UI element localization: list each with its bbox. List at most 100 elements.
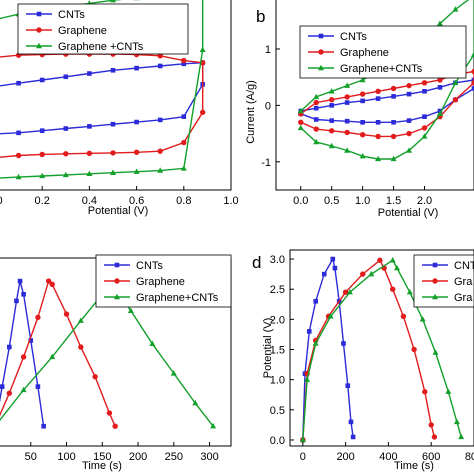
data-point-d-1 — [422, 389, 428, 395]
data-point-c-0 — [17, 278, 23, 284]
x-tick-label: 300 — [200, 451, 218, 463]
series-line-d-0 — [302, 257, 354, 441]
data-point-d-0 — [350, 434, 356, 440]
data-point-d-2 — [304, 376, 311, 382]
data-point-c-2 — [170, 370, 177, 376]
data-point-b-0 — [391, 120, 396, 125]
data-point-d-0 — [345, 383, 351, 388]
data-point-c-1 — [78, 344, 84, 350]
data-point-d-2 — [327, 313, 334, 319]
data-point-a-1 — [110, 150, 116, 156]
data-point-a-0 — [39, 77, 45, 83]
data-point-d-0 — [330, 256, 336, 262]
x-tick-label: 150 — [93, 451, 111, 463]
data-point-a-0 — [157, 117, 163, 123]
data-point-a-0 — [87, 71, 92, 76]
x-axis-label: Potential (V) — [88, 205, 149, 217]
data-point-b-1 — [390, 85, 397, 92]
data-point-b-1 — [359, 132, 366, 138]
legend-label: Graphene+CNTs — [340, 63, 423, 75]
data-point-d-0 — [306, 329, 312, 334]
legend-marker — [432, 293, 438, 300]
y-tick-label: 1.5 — [270, 345, 285, 357]
x-tick-label: 200 — [129, 451, 147, 463]
data-point-a-2 — [133, 168, 140, 174]
x-tick-label: 250 — [165, 451, 183, 463]
data-point-a-2 — [15, 173, 22, 180]
data-point-b-2 — [328, 142, 335, 149]
x-tick-label: 0.6 — [129, 195, 144, 207]
x-axis-label: Time (s) — [82, 460, 122, 472]
x-tick-label: 1.0 — [223, 195, 238, 207]
data-point-c-1 — [63, 311, 70, 317]
data-point-c-2 — [210, 423, 217, 429]
data-point-c-0 — [35, 384, 41, 389]
x-tick-label: 100 — [57, 451, 75, 463]
data-point-b-2 — [452, 6, 459, 12]
x-tick-label: 0.0 — [293, 195, 308, 207]
data-point-b-0 — [375, 96, 381, 101]
data-point-d-0 — [321, 271, 327, 277]
x-tick-label: 1.5 — [386, 195, 401, 207]
legend-d: CNT Gra Gra — [413, 254, 474, 308]
legend-label: Gra — [454, 276, 473, 288]
data-point-a-1 — [181, 57, 187, 64]
x-tick-label: 0.8 — [176, 195, 191, 207]
data-point-a-0 — [134, 65, 139, 71]
legend-marker — [114, 278, 120, 284]
data-point-c-2 — [77, 317, 84, 323]
legend-a: CNTs Graphene Graphene +CNTs — [17, 3, 189, 55]
data-point-b-2 — [421, 133, 428, 139]
data-point-d-2 — [312, 340, 319, 346]
data-point-c-0 — [7, 344, 12, 350]
plot-frame-d — [289, 249, 474, 447]
data-point-a-1 — [39, 151, 45, 158]
data-point-b-1 — [313, 99, 319, 106]
data-point-a-0 — [39, 128, 45, 133]
data-point-a-0 — [181, 114, 187, 119]
data-point-d-1 — [431, 434, 438, 440]
data-point-b-2 — [297, 107, 304, 114]
y-tick-label: 1 — [265, 44, 271, 56]
data-point-d-2 — [445, 388, 452, 394]
data-point-a-1 — [63, 151, 69, 157]
data-point-d-0 — [348, 419, 354, 425]
data-point-b-2 — [313, 93, 320, 100]
data-point-c-0 — [0, 384, 5, 389]
data-point-a-0 — [134, 119, 139, 125]
data-point-a-2 — [39, 172, 46, 179]
data-point-b-1 — [390, 133, 397, 140]
data-point-d-1 — [411, 346, 417, 353]
data-point-b-2 — [471, 51, 474, 57]
data-point-c-1 — [49, 281, 55, 288]
data-point-b-1 — [471, 80, 474, 86]
data-point-d-0 — [313, 298, 318, 304]
data-point-b-0 — [375, 120, 381, 125]
panel-c: 50 100 150 200 250 300 Time (s) CNTs Graphene Gra… — [0, 254, 232, 472]
x-tick-label: 2.0 — [417, 195, 432, 207]
data-point-d-2 — [393, 264, 400, 271]
legend-label: Graphene — [58, 25, 107, 37]
x-tick-label: 0 — [300, 451, 306, 463]
data-point-b-1 — [359, 91, 366, 97]
data-point-b-1 — [313, 126, 319, 132]
data-point-c-1 — [92, 374, 98, 380]
x-tick-label: 0.4 — [82, 195, 97, 207]
data-point-b-2 — [375, 155, 382, 162]
series-line-d-2 — [302, 259, 462, 441]
series-line-c-0 — [0, 280, 45, 427]
data-point-b-0 — [360, 98, 365, 104]
data-point-b-1 — [298, 119, 304, 126]
legend-marker — [318, 33, 324, 39]
data-point-b-2 — [344, 147, 351, 153]
panel-a: 0.0 0.2 0.4 0.6 0.8 1.0 Potential (V) CNTs Graph… — [0, 0, 239, 217]
plot-frame-a — [0, 0, 232, 191]
data-point-d-1 — [389, 286, 396, 292]
data-point-a-1 — [15, 152, 22, 159]
data-point-a-0 — [157, 63, 163, 69]
x-tick-label: 200 — [336, 451, 354, 463]
legend-label: Graphene +CNTs — [58, 41, 144, 53]
y-tick-label: 2.0 — [270, 314, 285, 326]
data-point-a-0 — [63, 74, 69, 80]
data-point-b-0 — [437, 85, 443, 90]
